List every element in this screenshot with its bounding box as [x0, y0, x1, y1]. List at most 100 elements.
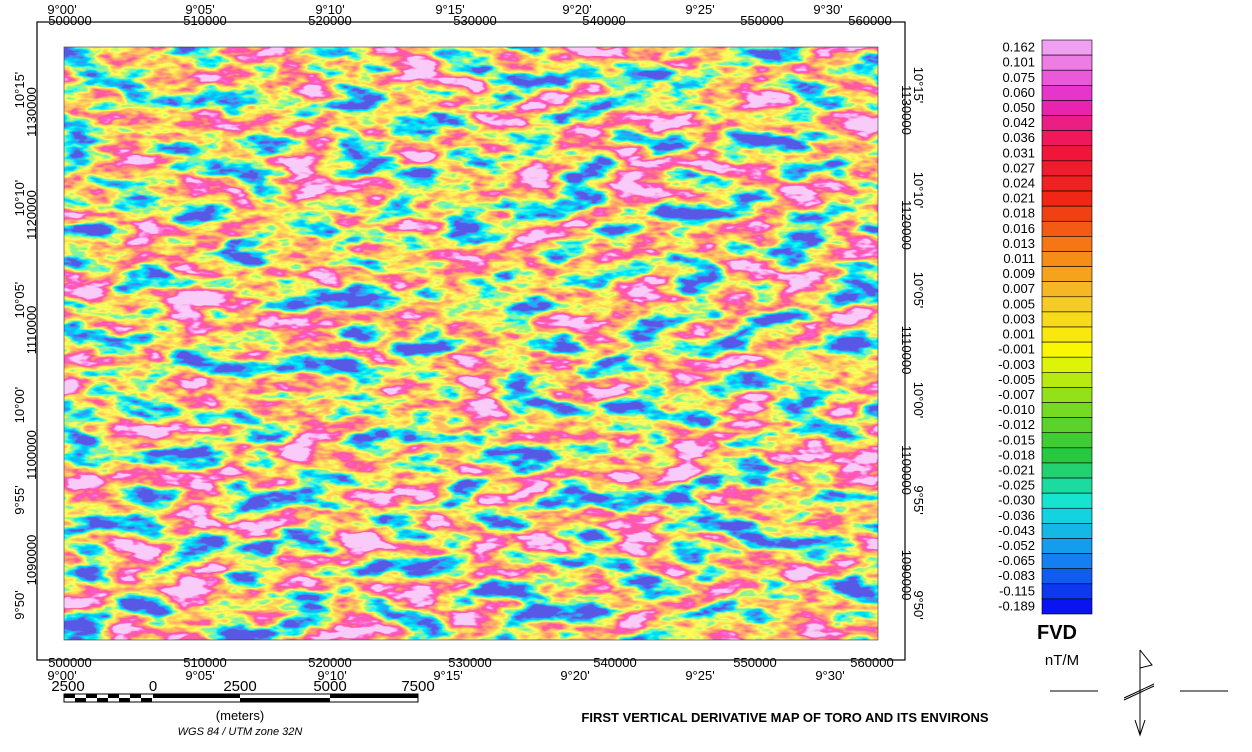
coordinate-label: 10°00'	[911, 382, 926, 419]
scale-segment	[97, 698, 108, 702]
legend-swatch	[1041, 266, 1093, 282]
legend-swatch	[1041, 356, 1093, 373]
coordinate-label: 9°05'	[185, 2, 214, 17]
legend-unit: nT/M	[1045, 652, 1079, 669]
legend-label: -0.189	[998, 598, 1035, 613]
legend-swatch	[1041, 54, 1093, 71]
coordinate-label: 9°00'	[47, 2, 76, 17]
legend-label: -0.012	[998, 417, 1035, 432]
scale-label: 2500	[223, 678, 256, 695]
legend-swatch	[1041, 387, 1093, 403]
coordinate-label: 1110000	[899, 326, 914, 375]
legend-label: -0.065	[998, 553, 1035, 568]
legend-label: -0.015	[998, 432, 1035, 447]
legend-swatch	[1041, 553, 1093, 569]
legend-swatch	[1041, 145, 1093, 162]
legend-title: FVD	[1037, 622, 1077, 644]
legend-label: -0.036	[998, 508, 1035, 523]
legend-label: -0.003	[998, 357, 1035, 372]
coordinate-label: 9°30'	[813, 2, 842, 17]
legend-swatch	[1041, 281, 1093, 298]
legend-label: 0.060	[1002, 85, 1035, 100]
coordinate-label: 9°10'	[317, 668, 346, 683]
legend-swatch	[1041, 583, 1093, 600]
legend-swatch	[1041, 492, 1093, 509]
legend-label: 0.018	[1002, 206, 1035, 221]
coordinate-label: 1120000	[24, 190, 39, 240]
coordinate-label: 550000	[733, 655, 776, 670]
map-frame	[36, 21, 906, 661]
coordinate-label: 1110000	[24, 306, 39, 355]
legend-swatch	[1041, 507, 1093, 524]
legend-swatch	[1041, 251, 1093, 267]
coordinate-label: 540000	[582, 13, 625, 28]
scale-segment	[130, 694, 141, 698]
legend-swatch	[1041, 341, 1093, 358]
legend-label: 0.007	[1002, 281, 1035, 296]
legend-label: -0.007	[998, 387, 1035, 402]
coordinate-label: 9°30'	[815, 668, 844, 683]
north-arrow	[1050, 649, 1228, 737]
scale-segment	[86, 694, 97, 698]
legend-swatch	[1041, 69, 1093, 86]
raster-border	[63, 46, 879, 641]
legend-label: 0.036	[1002, 130, 1035, 145]
coordinate-label: 10°05'	[12, 282, 27, 319]
legend-label: 0.101	[1002, 55, 1035, 70]
coordinate-label: 500000	[48, 655, 91, 670]
legend-swatch	[1041, 115, 1093, 131]
legend-label: 0.013	[1002, 236, 1035, 251]
legend-label: 0.021	[1002, 191, 1035, 206]
legend-label: 0.027	[1002, 160, 1035, 175]
legend-label: -0.030	[998, 493, 1035, 508]
coordinate-label: 1130000	[899, 85, 914, 135]
fvd-raster	[64, 47, 878, 640]
legend-swatch	[1041, 175, 1093, 192]
legend-swatch	[1041, 568, 1093, 585]
legend-label: 0.016	[1002, 221, 1035, 236]
legend-swatch	[1041, 130, 1093, 147]
coordinate-label: 510000	[183, 655, 226, 670]
legend-label: -0.010	[998, 402, 1035, 417]
coordinate-label: 9°05'	[185, 668, 214, 683]
coordinate-label: 550000	[740, 13, 783, 28]
coordinate-label: 10°00'	[12, 387, 27, 424]
coordinate-label: 9°10'	[315, 2, 344, 17]
coordinate-label: 10°10'	[911, 172, 926, 209]
coordinate-label: 1130000	[24, 87, 39, 137]
scale-segment	[75, 698, 86, 702]
legend-label: -0.115	[999, 583, 1035, 598]
legend-label: -0.052	[998, 538, 1035, 553]
coordinate-label: 9°55'	[12, 485, 27, 514]
legend-label: -0.043	[998, 523, 1035, 538]
map-title: FIRST VERTICAL DERIVATIVE MAP OF TORO AN…	[581, 710, 988, 725]
legend-label: -0.001	[998, 342, 1035, 357]
legend: 0.1620.1010.0750.0600.0500.0420.0360.031…	[998, 40, 1093, 669]
legend-swatch	[1041, 372, 1093, 388]
coordinate-label: 9°15'	[435, 2, 464, 17]
legend-label: 0.031	[1002, 145, 1035, 160]
legend-label: 0.162	[1002, 40, 1035, 55]
legend-label: 0.024	[1002, 176, 1035, 191]
scale-unit: (meters)	[216, 708, 264, 723]
legend-label: -0.018	[998, 447, 1035, 462]
coordinate-label: 9°50'	[12, 590, 27, 619]
legend-label: -0.005	[998, 372, 1035, 387]
coordinate-label: 510000	[183, 13, 226, 28]
scale-segment	[240, 698, 330, 702]
coordinate-label: 530000	[453, 13, 496, 28]
legend-swatch	[1041, 326, 1093, 343]
coordinate-label: 540000	[593, 655, 636, 670]
coordinate-label: 1100000	[24, 430, 39, 480]
legend-label: 0.075	[1002, 70, 1035, 85]
legend-label: -0.083	[998, 568, 1035, 583]
legend-swatch	[1041, 85, 1093, 101]
legend-label: 0.005	[1002, 296, 1035, 311]
legend-swatch	[1041, 598, 1093, 615]
projection: WGS 84 / UTM zone 32N	[178, 726, 303, 738]
coordinate-label: 10°15'	[12, 72, 27, 109]
legend-label: 0.011	[1003, 251, 1035, 266]
coordinate-label: 560000	[850, 655, 893, 670]
legend-swatch	[1041, 538, 1093, 554]
